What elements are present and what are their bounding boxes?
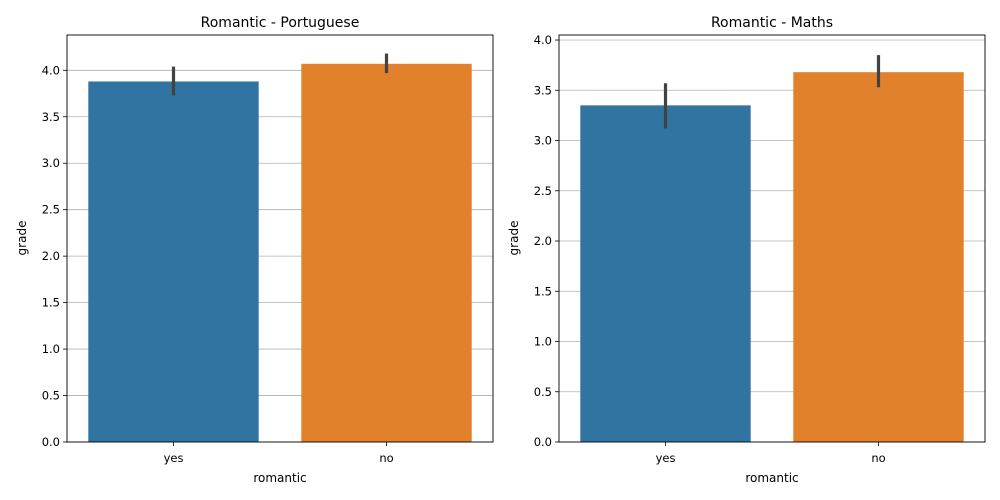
x-tick-label: no bbox=[379, 451, 393, 465]
chart-title: Romantic - Maths bbox=[711, 15, 833, 31]
plot-area: 0.0 0.5 1.0 1.5 2.0 2.5 3.0 3.5 4.0 yes no bbox=[534, 33, 986, 465]
chart-title: Romantic - Portuguese bbox=[201, 15, 360, 31]
y-tick-label: 0.5 bbox=[42, 389, 60, 403]
axes-frame bbox=[558, 34, 986, 443]
bar-yes bbox=[88, 81, 259, 443]
y-tick-label: 3.5 bbox=[42, 110, 60, 124]
y-tick-label: 2.0 bbox=[534, 234, 552, 248]
chart-panel-portuguese: Romantic - Portuguese romantic grade 0.0… bbox=[15, 15, 494, 485]
y-tick-label: 2.5 bbox=[534, 184, 552, 198]
bar-no bbox=[793, 72, 964, 443]
y-tick-label: 3.0 bbox=[534, 134, 552, 148]
y-tick-label: 0.0 bbox=[42, 435, 60, 449]
axes-frame bbox=[66, 34, 494, 443]
chart-panel-maths: Romantic - Maths romantic grade 0.0 0.5 1.… bbox=[507, 15, 986, 485]
y-tick-label: 1.5 bbox=[42, 296, 60, 310]
y-tick-label: 0.5 bbox=[534, 385, 552, 399]
y-axis-label: grade bbox=[507, 221, 521, 256]
y-tick-label: 4.0 bbox=[42, 63, 60, 77]
y-tick-label: 3.0 bbox=[42, 156, 60, 170]
y-tick-label: 1.5 bbox=[534, 284, 552, 298]
x-tick-label: yes bbox=[656, 451, 676, 465]
y-tick-label: 4.0 bbox=[534, 33, 552, 47]
y-axis-label: grade bbox=[15, 221, 29, 256]
bar-yes bbox=[580, 105, 751, 443]
y-tick-label: 1.0 bbox=[42, 342, 60, 356]
y-tick-label: 3.5 bbox=[534, 83, 552, 97]
x-axis-label: romantic bbox=[253, 471, 306, 485]
x-tick-label: no bbox=[871, 451, 885, 465]
y-tick-label: 1.0 bbox=[534, 335, 552, 349]
y-tick-label: 2.0 bbox=[42, 249, 60, 263]
x-axis-label: romantic bbox=[745, 471, 798, 485]
bar-no bbox=[301, 63, 472, 442]
plot-area: 0.0 0.5 1.0 1.5 2.0 2.5 3.0 3.5 4.0 yes no bbox=[42, 34, 494, 465]
y-tick-label: 0.0 bbox=[534, 435, 552, 449]
x-tick-label: yes bbox=[164, 451, 184, 465]
y-tick-label: 2.5 bbox=[42, 203, 60, 217]
